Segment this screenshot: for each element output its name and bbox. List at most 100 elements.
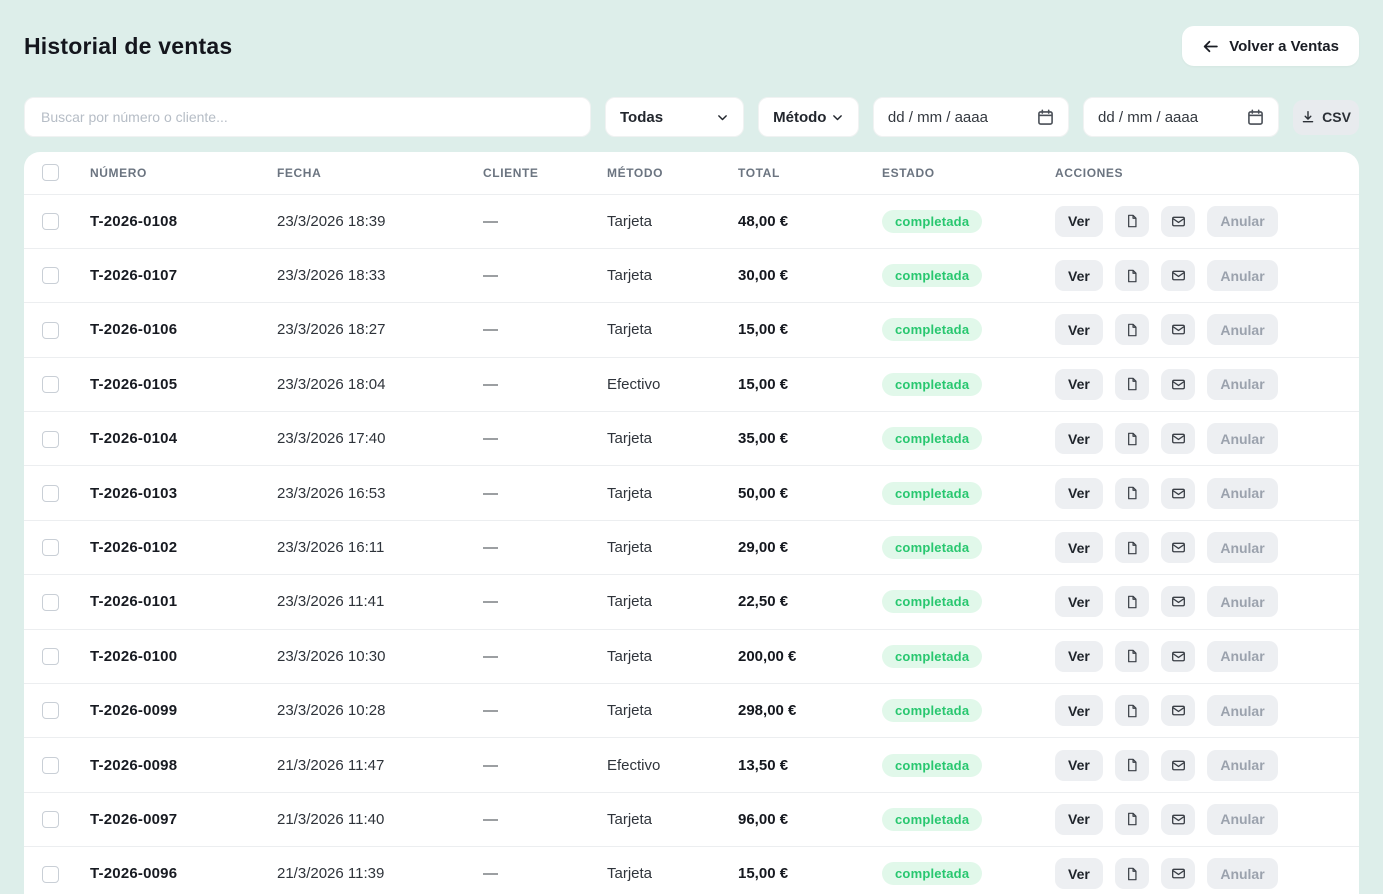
status-badge: completada (882, 754, 982, 777)
status-badge: completada (882, 536, 982, 559)
cancel-sale-button[interactable]: Anular (1207, 314, 1277, 345)
sale-total: 96,00 € (738, 792, 882, 846)
email-button[interactable] (1161, 858, 1195, 889)
email-button[interactable] (1161, 695, 1195, 726)
sale-number: T-2026-0105 (90, 357, 277, 411)
receipt-button[interactable] (1115, 532, 1149, 563)
view-sale-button[interactable]: Ver (1055, 260, 1103, 291)
sale-client: — (483, 194, 607, 248)
email-button[interactable] (1161, 804, 1195, 835)
sale-client: — (483, 248, 607, 302)
sale-client: — (483, 303, 607, 357)
receipt-button[interactable] (1115, 369, 1149, 400)
cancel-sale-button[interactable]: Anular (1207, 423, 1277, 454)
sale-date: 21/3/2026 11:47 (277, 738, 483, 792)
sale-total: 200,00 € (738, 629, 882, 683)
cancel-sale-button[interactable]: Anular (1207, 641, 1277, 672)
email-button[interactable] (1161, 423, 1195, 454)
email-button[interactable] (1161, 532, 1195, 563)
email-button[interactable] (1161, 750, 1195, 781)
status-filter-value: Todas (620, 109, 663, 126)
view-sale-button[interactable]: Ver (1055, 314, 1103, 345)
row-checkbox[interactable] (42, 539, 59, 556)
receipt-button[interactable] (1115, 423, 1149, 454)
email-button[interactable] (1161, 314, 1195, 345)
search-input[interactable] (24, 97, 591, 137)
receipt-button[interactable] (1115, 206, 1149, 237)
envelope-icon (1171, 268, 1186, 283)
email-button[interactable] (1161, 206, 1195, 237)
email-button[interactable] (1161, 369, 1195, 400)
row-checkbox[interactable] (42, 485, 59, 502)
export-csv-button[interactable]: CSV (1293, 100, 1359, 135)
calendar-icon (1247, 109, 1264, 126)
receipt-button[interactable] (1115, 478, 1149, 509)
row-checkbox[interactable] (42, 811, 59, 828)
view-sale-button[interactable]: Ver (1055, 423, 1103, 454)
row-checkbox[interactable] (42, 757, 59, 774)
row-checkbox[interactable] (42, 267, 59, 284)
cancel-sale-button[interactable]: Anular (1207, 750, 1277, 781)
cancel-sale-button[interactable]: Anular (1207, 804, 1277, 835)
status-badge: completada (882, 264, 982, 287)
topbar: Historial de ventas Volver a Ventas (24, 24, 1359, 68)
receipt-button[interactable] (1115, 804, 1149, 835)
row-checkbox[interactable] (42, 376, 59, 393)
row-checkbox[interactable] (42, 648, 59, 665)
sale-client: — (483, 575, 607, 629)
back-to-sales-button[interactable]: Volver a Ventas (1182, 26, 1359, 66)
receipt-button[interactable] (1115, 314, 1149, 345)
cancel-sale-button[interactable]: Anular (1207, 478, 1277, 509)
receipt-button[interactable] (1115, 750, 1149, 781)
sale-client: — (483, 792, 607, 846)
cancel-sale-button[interactable]: Anular (1207, 206, 1277, 237)
date-from-input[interactable]: dd / mm / aaaa (873, 97, 1069, 137)
row-checkbox[interactable] (42, 431, 59, 448)
sale-total: 298,00 € (738, 684, 882, 738)
view-sale-button[interactable]: Ver (1055, 804, 1103, 835)
receipt-button[interactable] (1115, 641, 1149, 672)
row-checkbox[interactable] (42, 702, 59, 719)
date-to-input[interactable]: dd / mm / aaaa (1083, 97, 1279, 137)
row-checkbox[interactable] (42, 213, 59, 230)
email-button[interactable] (1161, 260, 1195, 291)
row-checkbox[interactable] (42, 594, 59, 611)
document-icon (1125, 704, 1139, 718)
email-button[interactable] (1161, 478, 1195, 509)
view-sale-button[interactable]: Ver (1055, 369, 1103, 400)
email-button[interactable] (1161, 586, 1195, 617)
cancel-sale-button[interactable]: Anular (1207, 858, 1277, 889)
view-sale-button[interactable]: Ver (1055, 478, 1103, 509)
method-filter-value: Método (773, 109, 826, 126)
view-sale-button[interactable]: Ver (1055, 532, 1103, 563)
view-sale-button[interactable]: Ver (1055, 206, 1103, 237)
cancel-sale-button[interactable]: Anular (1207, 586, 1277, 617)
status-filter-select[interactable]: Todas (605, 97, 744, 137)
table-row: T-2026-0096 21/3/2026 11:39 — Tarjeta 15… (24, 847, 1359, 894)
row-checkbox[interactable] (42, 866, 59, 883)
sale-number: T-2026-0107 (90, 248, 277, 302)
view-sale-button[interactable]: Ver (1055, 750, 1103, 781)
method-filter-select[interactable]: Método (758, 97, 859, 137)
row-checkbox[interactable] (42, 322, 59, 339)
receipt-button[interactable] (1115, 586, 1149, 617)
view-sale-button[interactable]: Ver (1055, 641, 1103, 672)
cancel-sale-button[interactable]: Anular (1207, 532, 1277, 563)
cancel-sale-button[interactable]: Anular (1207, 260, 1277, 291)
sale-client: — (483, 520, 607, 574)
view-sale-button[interactable]: Ver (1055, 858, 1103, 889)
sale-client: — (483, 412, 607, 466)
select-all-checkbox[interactable] (42, 164, 59, 181)
receipt-button[interactable] (1115, 858, 1149, 889)
sale-date: 23/3/2026 17:40 (277, 412, 483, 466)
cancel-sale-button[interactable]: Anular (1207, 695, 1277, 726)
receipt-button[interactable] (1115, 260, 1149, 291)
view-sale-button[interactable]: Ver (1055, 695, 1103, 726)
receipt-button[interactable] (1115, 695, 1149, 726)
status-badge: completada (882, 373, 982, 396)
email-button[interactable] (1161, 641, 1195, 672)
back-button-label: Volver a Ventas (1229, 38, 1339, 55)
document-icon (1125, 758, 1139, 772)
view-sale-button[interactable]: Ver (1055, 586, 1103, 617)
cancel-sale-button[interactable]: Anular (1207, 369, 1277, 400)
